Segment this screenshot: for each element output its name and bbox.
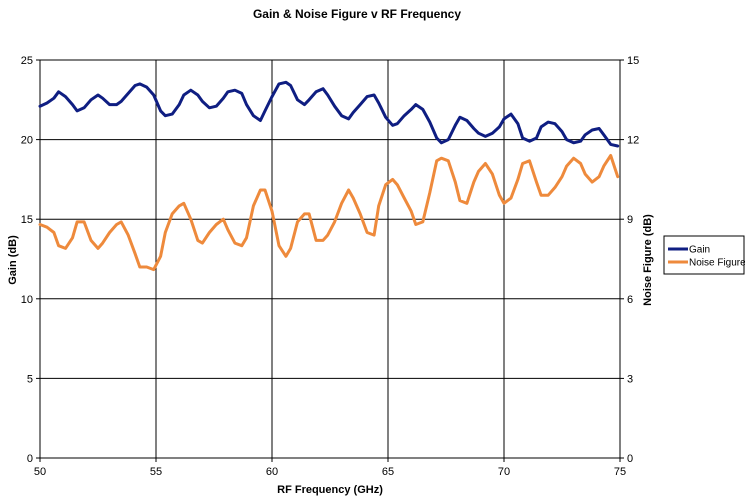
- y2-axis-label: Noise Figure (dB): [642, 214, 654, 306]
- grid: [40, 60, 620, 458]
- y2-tick-label: 15: [627, 55, 639, 67]
- chart-title: Gain & Noise Figure v RF Frequency: [253, 7, 461, 21]
- x-tick-label: 65: [382, 466, 394, 478]
- y2-axis-ticks: 0 3 6 9 12 15: [620, 55, 639, 465]
- x-tick-label: 55: [150, 466, 162, 478]
- legend: Gain Noise Figure: [663, 235, 745, 275]
- series-layer: [38, 80, 620, 272]
- legend-label: Gain: [689, 245, 710, 256]
- plot-area: [39, 59, 621, 459]
- series-line-noise-figure: [38, 154, 620, 272]
- y-axis-label: Gain (dB): [7, 235, 19, 285]
- x-axis-label: RF Frequency (GHz): [277, 484, 383, 496]
- y2-tick-label: 3: [627, 373, 633, 385]
- y-tick-label: 5: [27, 373, 33, 385]
- y2-tick-label: 9: [627, 214, 633, 226]
- x-tick-label: 50: [34, 466, 46, 478]
- x-tick-label: 60: [266, 466, 278, 478]
- y2-tick-label: 6: [627, 294, 633, 306]
- x-tick-label: 70: [498, 466, 510, 478]
- legend-item-gain: Gain: [668, 245, 710, 256]
- y-tick-label: 20: [21, 135, 33, 147]
- y2-tick-label: 0: [627, 453, 633, 465]
- legend-box: [663, 235, 745, 275]
- y-tick-label: 10: [21, 294, 33, 306]
- series-line-gain: [38, 80, 620, 148]
- y2-tick-label: 12: [627, 135, 639, 147]
- y-axis-ticks: 0 5 10 15 20 25: [21, 55, 40, 465]
- x-axis-ticks: 50 55 60 65 70 75: [34, 458, 626, 478]
- x-tick-label: 75: [614, 466, 626, 478]
- legend-label: Noise Figure: [689, 258, 745, 269]
- legend-item-noise-figure: Noise Figure: [668, 258, 745, 269]
- y-tick-label: 0: [27, 453, 33, 465]
- y-tick-label: 25: [21, 55, 33, 67]
- y-tick-label: 15: [21, 214, 33, 226]
